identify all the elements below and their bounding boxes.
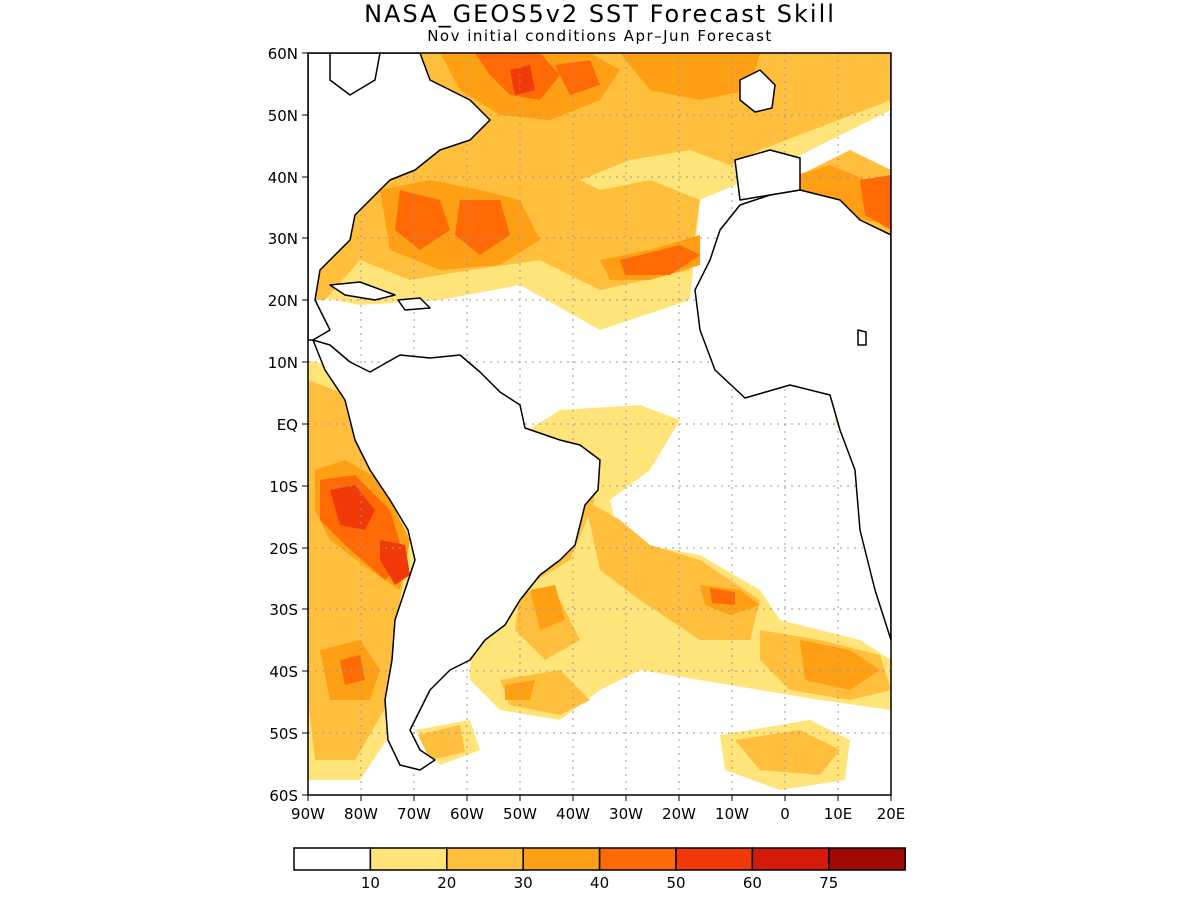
colorbar-bin [293,847,372,871]
cuba [329,281,396,301]
colorbar-label: 10 [361,874,380,892]
iberia-med [734,149,801,201]
colorbar-bin [751,847,830,871]
greenland-tip [329,53,381,96]
lon-label: 30W [609,805,643,823]
tick-marks [302,52,892,801]
madagascar-edge [857,329,867,346]
lon-label: 20E [877,805,906,823]
lat-label: EQ [277,416,298,434]
colorbar-bin [522,847,601,871]
hispaniola [397,297,431,311]
lat-label: 50S [269,725,298,743]
lon-label: 90W [291,805,325,823]
north-america [308,53,491,341]
colorbar-label: 30 [514,874,533,892]
lat-label: 30S [269,601,298,619]
map-title: NASA_GEOS5v2 SST Forecast Skill [364,0,836,28]
colorbar-bin [675,847,754,871]
colorbar-bin [446,847,524,871]
lat-label: 60S [269,787,298,805]
colorbar-label: 60 [743,874,762,892]
lon-label: 80W [344,805,378,823]
lat-label: 10S [269,478,298,496]
africa-europe [694,53,891,641]
british-isles [739,69,776,113]
lat-label: 50N [268,107,298,125]
lon-label: 60W [450,805,484,823]
lat-label: 30N [268,230,298,248]
lon-label: 0 [780,805,790,823]
colorbar-label: 40 [590,874,609,892]
south-america [312,339,601,771]
lon-label: 50W [503,805,537,823]
lon-label: 40W [556,805,590,823]
lat-label: 40N [268,169,298,187]
lat-label: 10N [268,354,298,372]
colorbar-bin [369,847,448,871]
coastlines [308,53,891,771]
colorbar-label: 75 [819,874,838,892]
colorbar-bin [598,847,677,871]
colorbar-label: 20 [437,874,456,892]
lat-label: 20N [268,292,298,310]
map-subtitle: Nov initial conditions Apr–Jun Forecast [427,27,773,45]
colorbar-bin [828,847,906,871]
lon-label: 10E [824,805,853,823]
lat-label: 20S [269,540,298,558]
lat-label: 40S [269,663,298,681]
lon-label: 10W [715,805,749,823]
lon-label: 70W [397,805,431,823]
colorbar-label: 50 [666,874,685,892]
lat-label: 60N [268,45,298,63]
lon-label: 20W [662,805,696,823]
